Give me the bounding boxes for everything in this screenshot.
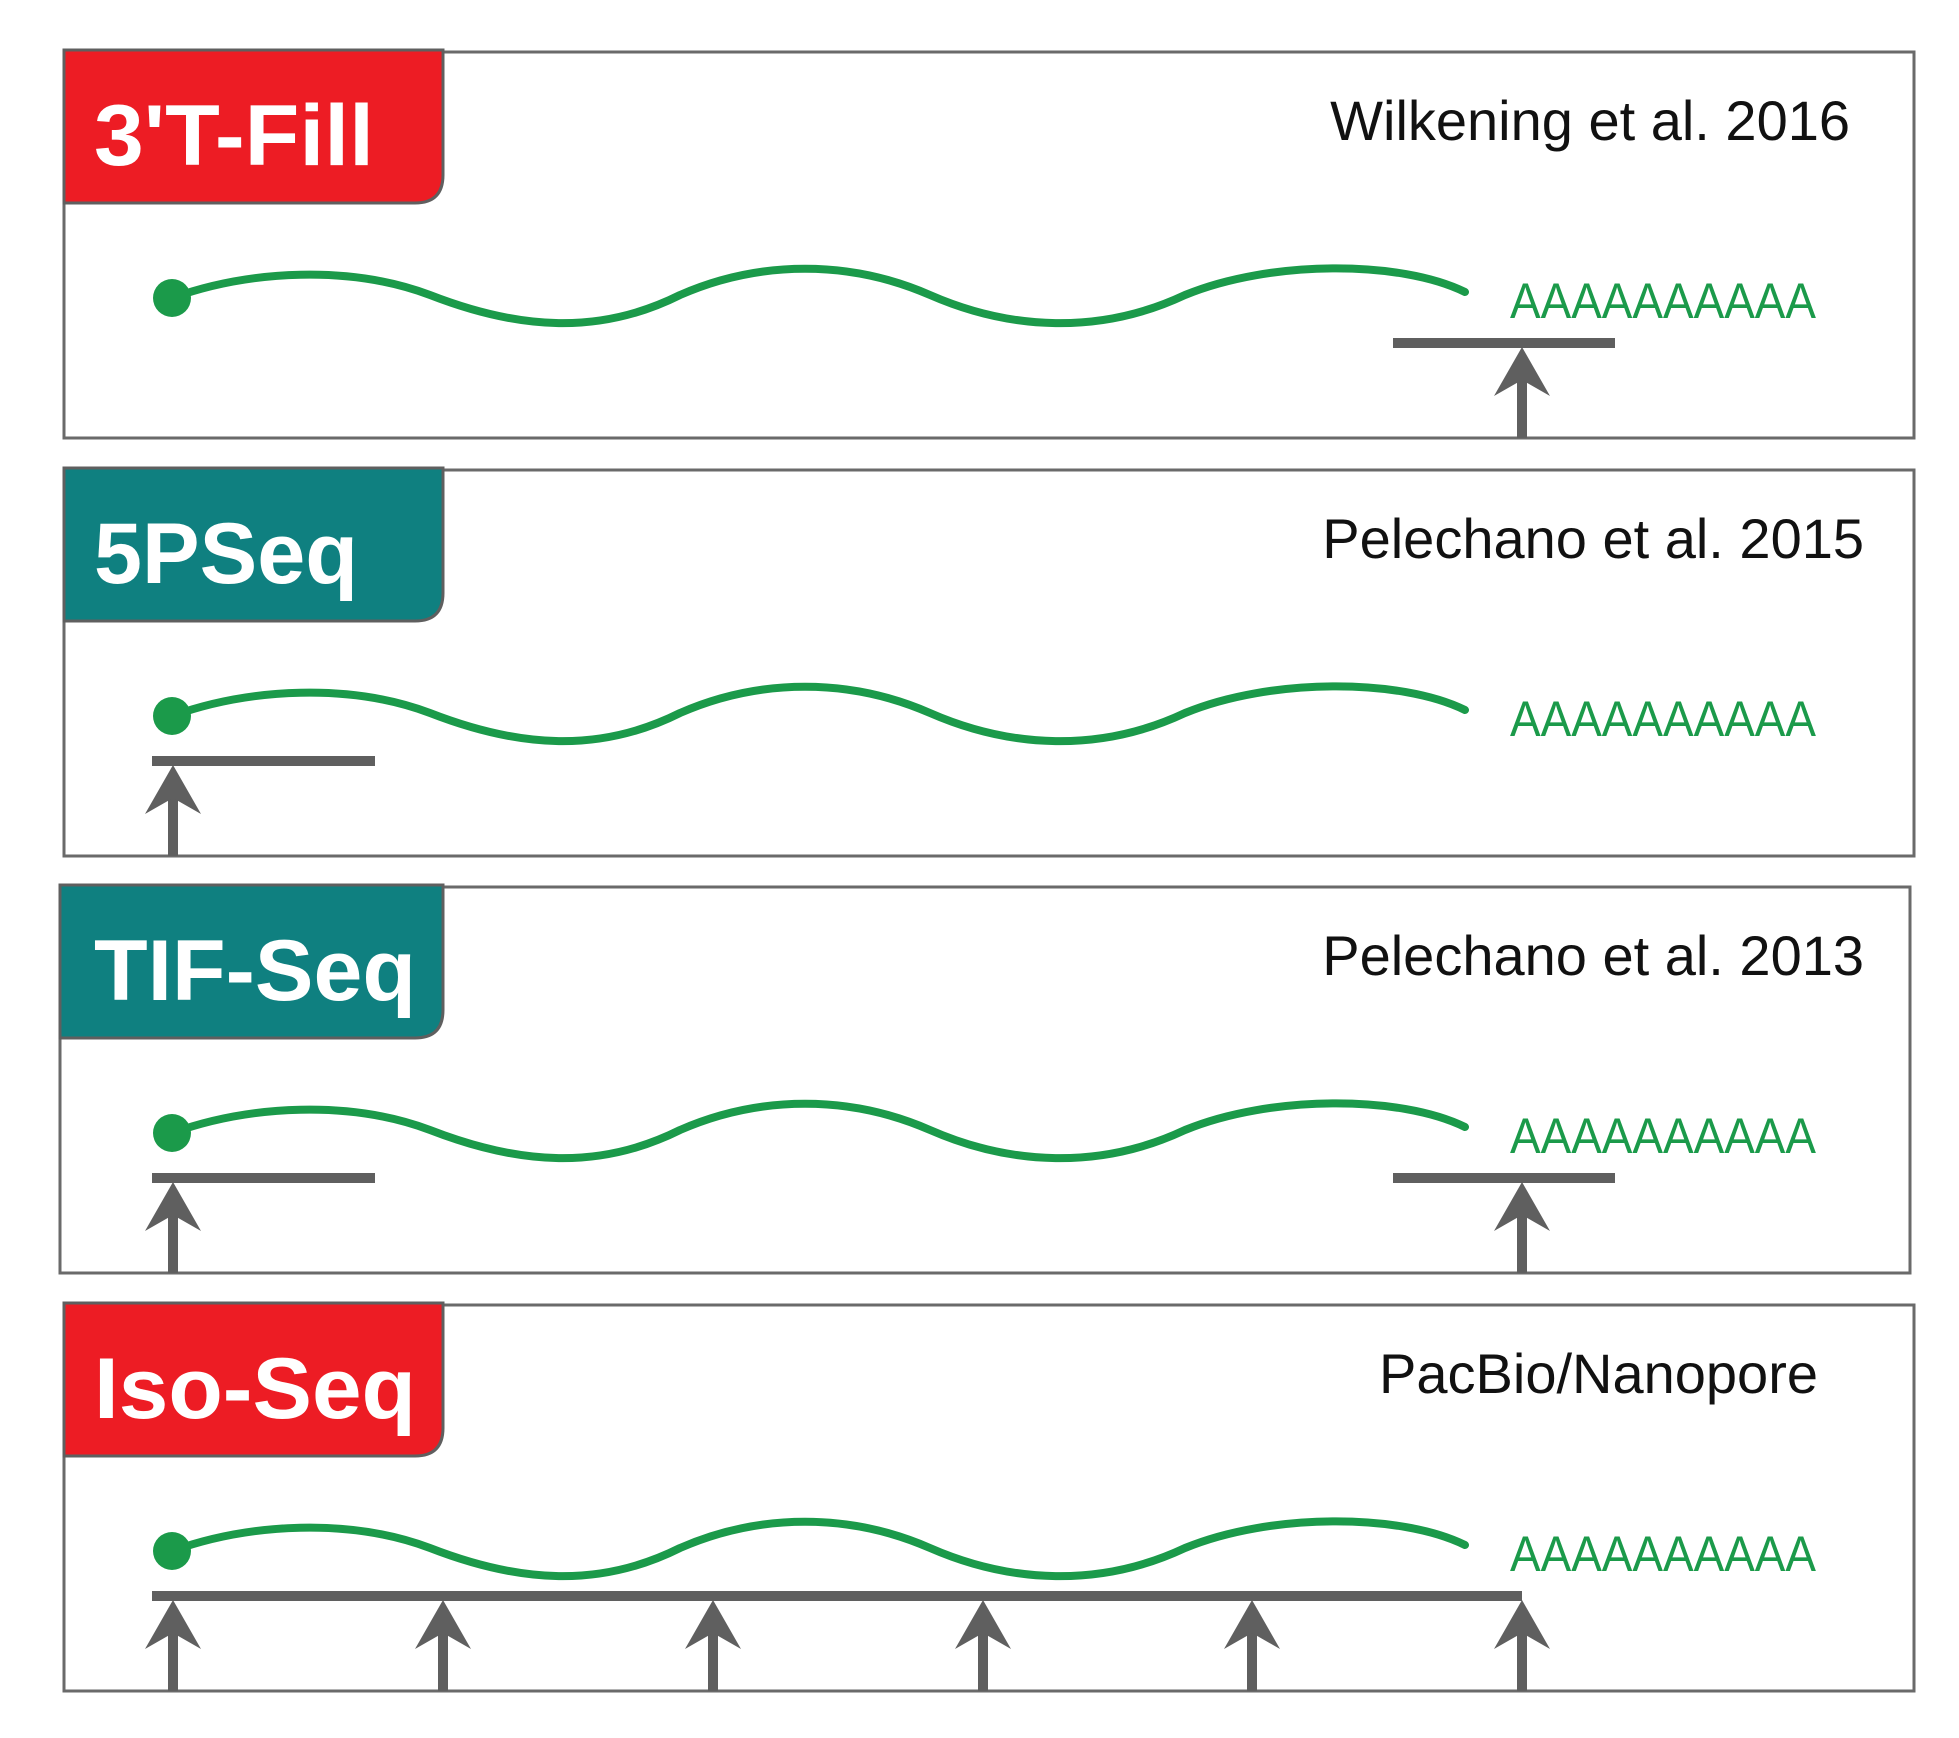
- method-label: 3'T-Fill: [94, 88, 374, 184]
- five-prime-cap: [153, 1114, 191, 1152]
- method-label: TIF-Seq: [94, 923, 416, 1019]
- panel-iso-seq: Iso-Seq PacBio/Nanopore AAAAAAAAAA: [62, 1301, 1916, 1693]
- method-tab: [62, 48, 445, 205]
- read-arrow-head: [1224, 1600, 1280, 1649]
- rna-strand: [168, 1099, 1469, 1163]
- rna-strand: [168, 682, 1469, 746]
- read-arrow-head: [1494, 347, 1550, 396]
- panel-5pseq: 5PSeq Pelechano et al. 2015 AAAAAAAAAA: [62, 466, 1916, 858]
- read-arrow-head: [955, 1600, 1011, 1649]
- rna-strand: [168, 264, 1469, 328]
- polya-tail: AAAAAAAAAA: [1510, 1108, 1817, 1164]
- rna-strand: [168, 1517, 1469, 1581]
- polya-tail: AAAAAAAAAA: [1510, 691, 1817, 747]
- five-prime-cap: [153, 279, 191, 317]
- five-prime-cap: [153, 697, 191, 735]
- method-label: Iso-Seq: [94, 1341, 416, 1437]
- read-arrow-head: [145, 765, 201, 814]
- five-prime-cap: [153, 1532, 191, 1570]
- read-arrows: [145, 1600, 1550, 1691]
- citation: Pelechano et al. 2015: [1322, 507, 1864, 570]
- method-tab: [62, 466, 445, 623]
- method-tab: [58, 883, 445, 1040]
- method-label: 5PSeq: [94, 506, 358, 602]
- panel-3t-fill: 3'T-Fill Wilkening et al. 2016 AAAAAAAAA…: [62, 48, 1916, 440]
- method-tab: [62, 1301, 445, 1458]
- read-arrow-head: [145, 1600, 201, 1649]
- citation: Pelechano et al. 2013: [1322, 924, 1864, 987]
- citation: PacBio/Nanopore: [1379, 1342, 1818, 1405]
- read-arrow-head: [415, 1600, 471, 1649]
- polya-tail: AAAAAAAAAA: [1510, 273, 1817, 329]
- polya-tail: AAAAAAAAAA: [1510, 1526, 1817, 1582]
- panel-tif-seq: TIF-Seq Pelechano et al. 2013 AAAAAAAAAA: [58, 883, 1912, 1275]
- read-arrow-head: [1494, 1182, 1550, 1231]
- read-arrow-head: [685, 1600, 741, 1649]
- read-arrow-head: [145, 1182, 201, 1231]
- citation: Wilkening et al. 2016: [1330, 89, 1850, 152]
- read-arrow-head: [1494, 1600, 1550, 1649]
